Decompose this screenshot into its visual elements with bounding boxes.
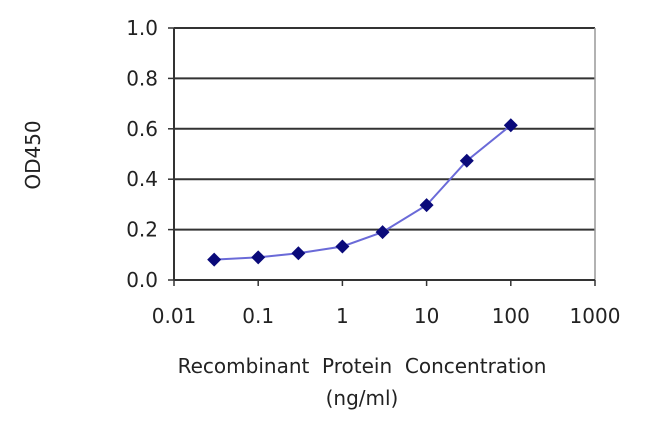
y-tick-label: 0.2 — [126, 218, 158, 242]
y-tick-label: 0.6 — [126, 117, 158, 141]
y-axis-label: OD450 — [21, 120, 45, 189]
series — [207, 118, 518, 267]
data-point — [419, 198, 434, 213]
data-point — [459, 153, 474, 168]
series-line — [214, 124, 512, 261]
data-point — [375, 225, 390, 240]
data-point — [291, 246, 306, 261]
data-point — [207, 252, 222, 267]
y-tick-label: 0.4 — [126, 167, 158, 191]
data-point — [251, 250, 266, 265]
data-point — [503, 118, 518, 133]
x-tick-label: 1000 — [570, 304, 621, 328]
data-point — [335, 239, 350, 254]
x-tick-label: 100 — [492, 304, 530, 328]
x-axis-unit: (ng/ml) — [326, 386, 399, 410]
x-tick-label: 0.01 — [152, 304, 197, 328]
grid — [174, 27, 595, 231]
y-tick-labels: 0.0 0.2 0.4 0.6 0.8 1.0 — [126, 16, 158, 292]
y-tick-label: 1.0 — [126, 16, 158, 40]
y-tick-label: 0.0 — [126, 268, 158, 292]
y-tick-label: 0.8 — [126, 66, 158, 90]
x-tick-label: 0.1 — [242, 304, 274, 328]
x-axis-label: Recombinant Protein Concentration — [178, 354, 547, 378]
x-tick-labels: 0.01 0.1 1 10 100 1000 — [152, 304, 621, 328]
x-tick-label: 1 — [336, 304, 349, 328]
axes — [168, 27, 596, 286]
x-tick-label: 10 — [414, 304, 439, 328]
